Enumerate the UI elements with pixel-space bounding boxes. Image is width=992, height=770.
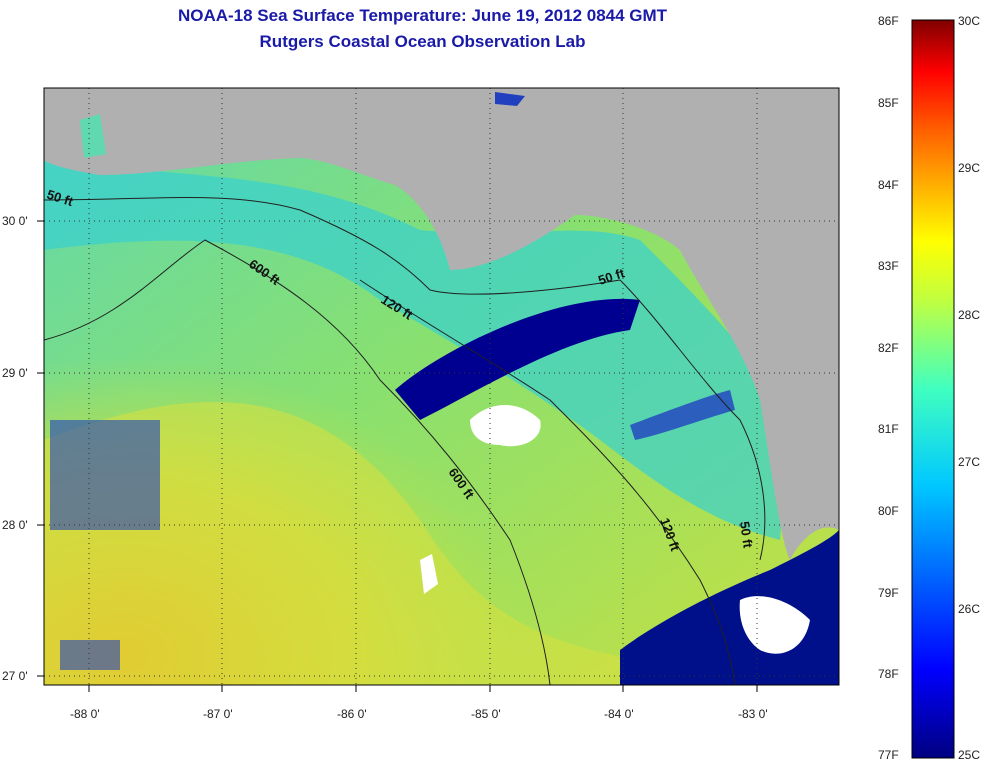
colorbar-f-label: 81F: [878, 422, 899, 436]
longitude-label: -86 0': [337, 707, 367, 721]
temperature-colorbar: [911, 19, 955, 759]
colorbar-c-label: 30C: [958, 14, 981, 28]
longitude-label: -87 0': [203, 707, 233, 721]
colorbar-c-label: 26C: [958, 602, 981, 616]
contour-label: 50 ft: [737, 520, 756, 549]
longitude-label: -88 0': [70, 707, 100, 721]
cold-water-band: [395, 298, 640, 420]
latitude-label: 29 0': [2, 366, 28, 380]
land-mass: [44, 88, 839, 560]
colorbar-f-label: 86F: [878, 14, 899, 28]
colorbar-c-label: 29C: [958, 161, 981, 175]
latitude-label: 27 0': [2, 669, 28, 683]
colorbar-c-label: 27C: [958, 455, 981, 469]
colorbar-c-label: 25C: [958, 748, 981, 762]
cloud-patch: [470, 405, 541, 447]
colorbar-c-label: 28C: [958, 308, 981, 322]
map-title: NOAA-18 Sea Surface Temperature: June 19…: [177, 6, 668, 25]
tick-marks: [37, 220, 758, 692]
latitude-label: 30 0': [2, 214, 28, 228]
colorbar-f-label: 79F: [878, 586, 899, 600]
longitude-label: -84 0': [604, 707, 634, 721]
longitude-label: -83 0': [738, 707, 768, 721]
colorbar-f-label: 80F: [878, 504, 899, 518]
colorbar-f-label: 85F: [878, 96, 899, 110]
longitude-label: -85 0': [471, 707, 501, 721]
map-subtitle: Rutgers Coastal Ocean Observation Lab: [259, 32, 586, 51]
map-frame: [43, 87, 840, 686]
colorbar-f-label: 82F: [878, 341, 899, 355]
colorbar-f-label: 84F: [878, 178, 899, 192]
colorbar-f-label: 77F: [878, 748, 899, 762]
colorbar-f-label: 83F: [878, 259, 899, 273]
colorbar-f-label: 78F: [878, 667, 899, 681]
latitude-label: 28 0': [2, 518, 28, 532]
